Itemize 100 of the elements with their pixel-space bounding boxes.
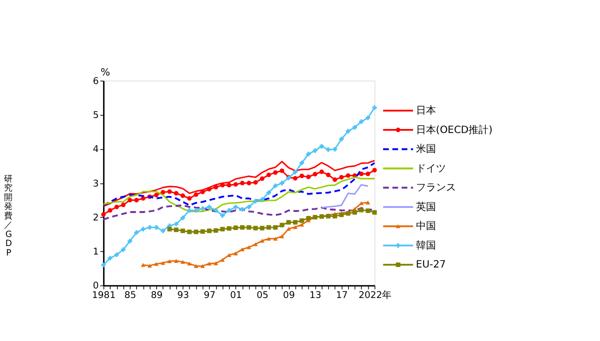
legend-label: 韓国 <box>416 239 436 252</box>
point <box>306 152 311 156</box>
point <box>108 208 112 213</box>
point <box>306 216 311 220</box>
point <box>214 228 218 233</box>
text: 研究開発費／GDP <box>4 174 14 258</box>
point <box>332 147 338 152</box>
point <box>260 197 264 202</box>
point <box>366 208 370 213</box>
point <box>200 190 205 194</box>
y-tick-label: 2 <box>92 212 99 224</box>
y-tick-label: 5 <box>92 110 99 122</box>
point <box>174 228 178 232</box>
line-series <box>320 184 369 208</box>
point <box>180 216 186 220</box>
legend-label: 中国 <box>416 220 436 232</box>
point <box>140 226 146 232</box>
point <box>280 180 284 186</box>
point <box>253 180 258 185</box>
point <box>280 234 284 238</box>
x-tick-label: 01 <box>230 290 242 301</box>
x-tick-label: 17 <box>336 290 348 301</box>
point <box>306 174 311 180</box>
point <box>273 236 278 241</box>
point <box>339 136 344 142</box>
point <box>280 168 284 174</box>
point <box>300 174 304 178</box>
y-tick-label: 0 <box>92 280 99 292</box>
point <box>266 236 272 241</box>
point <box>319 170 324 174</box>
point <box>154 262 159 266</box>
point <box>121 247 126 252</box>
point <box>266 172 272 178</box>
point <box>260 238 264 243</box>
x-tick-label: 85 <box>124 290 136 301</box>
legend-label: 米国 <box>416 143 436 156</box>
point <box>240 180 245 186</box>
point <box>233 226 238 230</box>
point <box>194 264 198 268</box>
y-tick-label: 1 <box>92 246 99 258</box>
point <box>226 226 232 231</box>
point <box>280 222 284 228</box>
point <box>246 245 252 250</box>
point <box>366 172 370 176</box>
point <box>359 172 364 176</box>
point <box>194 192 198 197</box>
point <box>300 218 304 223</box>
point <box>220 226 225 232</box>
point <box>167 226 172 232</box>
point <box>246 180 252 186</box>
point <box>246 204 252 210</box>
point <box>366 200 370 204</box>
point <box>206 186 212 192</box>
point <box>266 190 272 195</box>
point <box>147 264 152 268</box>
point <box>121 202 126 208</box>
point <box>134 230 139 235</box>
point <box>226 182 232 188</box>
point <box>273 184 278 188</box>
x-tick-label: 09 <box>283 290 295 301</box>
point <box>187 196 192 201</box>
point <box>167 259 172 264</box>
point <box>372 105 377 110</box>
legend-label: EU-27 <box>416 260 446 271</box>
point <box>332 177 338 182</box>
point <box>260 176 264 181</box>
point <box>240 225 245 230</box>
x-tick-label: 89 <box>150 290 163 301</box>
point <box>312 172 318 176</box>
point <box>260 226 264 230</box>
point <box>220 213 225 218</box>
point <box>114 204 119 210</box>
point <box>206 228 212 234</box>
point <box>194 230 198 234</box>
point <box>200 264 205 268</box>
point <box>300 160 304 166</box>
point <box>326 172 331 178</box>
point <box>352 125 357 130</box>
point <box>140 263 146 267</box>
point <box>332 214 338 218</box>
point <box>346 173 350 178</box>
point <box>180 193 186 198</box>
x-tick-label: 97 <box>204 290 216 301</box>
point <box>206 262 212 266</box>
legend-label: ドイツ <box>416 163 446 174</box>
point <box>200 206 205 211</box>
point <box>214 261 218 266</box>
legend-label: フランス <box>416 182 456 194</box>
x-tick-label: 93 <box>177 290 190 301</box>
point <box>180 228 186 234</box>
point <box>273 170 278 175</box>
point <box>312 148 318 153</box>
point <box>359 208 364 212</box>
y-tick-label: 3 <box>92 178 99 190</box>
point <box>359 201 364 206</box>
point <box>187 230 192 234</box>
point <box>300 222 304 227</box>
point <box>187 262 192 266</box>
y-tick-label: 6 <box>92 76 99 87</box>
point <box>147 225 152 230</box>
